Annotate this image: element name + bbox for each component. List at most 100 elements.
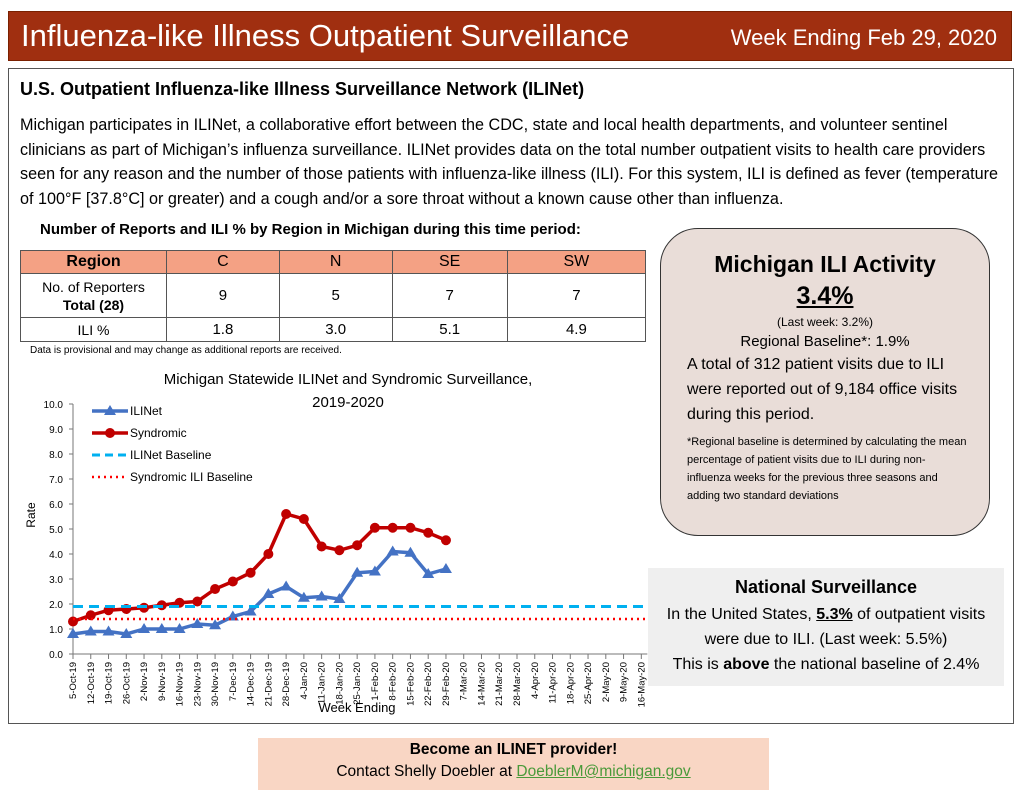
syndromic-point (245, 567, 256, 578)
syndromic-point (405, 522, 416, 533)
x-tick-label: 4-Apr-20 (530, 662, 541, 699)
x-tick-label: 5-Oct-19 (68, 662, 79, 699)
x-tick-label: 18-Apr-20 (565, 662, 576, 704)
email-link[interactable]: DoeblerM@michigan.gov (516, 763, 691, 780)
syndromic-point (281, 509, 292, 519)
reporters-text: No. of Reporters (42, 278, 145, 295)
y-tick-label: 5.0 (49, 525, 63, 536)
x-tick-label: 11-Apr-20 (548, 662, 559, 704)
y-tick-label: 3.0 (49, 575, 63, 586)
cell: 7 (391, 273, 508, 318)
provisional-note: Data is provisional and may change as ad… (30, 345, 342, 356)
syndromic-point (369, 522, 380, 533)
x-tick-label: 16-Nov-19 (175, 662, 186, 706)
ilinet-point (333, 593, 346, 603)
main-panel (8, 68, 1014, 724)
national-title: National Surveillance (734, 577, 918, 597)
national-box: National Surveillance In the United Stat… (648, 568, 1004, 686)
footer-contact: Contact Shelly Doebler at DoeblerM@michi… (258, 763, 769, 781)
syndromic-point (210, 584, 221, 594)
x-tick-label: 4-Jan-20 (299, 662, 310, 700)
section-title: U.S. Outpatient Influenza-like Illness S… (20, 79, 585, 99)
ilinet-point (173, 623, 186, 633)
legend-label: Syndromic (130, 426, 187, 440)
ilinet-point (422, 568, 435, 578)
ilinet-point (280, 580, 293, 591)
syndromic-point (68, 616, 78, 627)
x-tick-label: 16-May-20 (636, 662, 647, 707)
total-text: Total (28) (62, 296, 125, 313)
ilinet-point (138, 623, 151, 633)
x-tick-label: 14-Dec-19 (246, 662, 257, 706)
michigan-activity-box: Michigan ILI Activity 3.4% (Last week: 3… (660, 228, 990, 536)
ilinet-point (386, 545, 399, 556)
x-tick-label: 30-Nov-19 (210, 662, 221, 706)
syndromic-point (440, 535, 451, 546)
table-row: ILI % 1.8 3.0 5.1 4.9 (20, 317, 647, 342)
ilinet-point (120, 628, 133, 638)
contact-text: Contact Shelly Doebler at (336, 763, 517, 780)
x-tick-label: 22-Feb-20 (423, 662, 434, 706)
x-tick-label: 26-Oct-19 (121, 662, 132, 704)
y-tick-label: 10.0 (44, 400, 64, 411)
x-tick-label: 18-Jan-20 (334, 662, 345, 705)
x-tick-label: 15-Feb-20 (405, 662, 416, 706)
y-tick-label: 8.0 (49, 450, 63, 461)
cell: 7 (506, 273, 647, 318)
syndromic-point (334, 545, 345, 556)
ilinet-point (102, 625, 115, 636)
x-tick-label: 25-Jan-20 (352, 662, 363, 705)
baseline-footnote: *Regional baseline is determined by calc… (687, 436, 967, 502)
x-tick-label: 28-Mar-20 (512, 662, 523, 706)
syndromic-point (298, 514, 309, 524)
ilinet-point (244, 605, 257, 616)
x-tick-label: 2-Nov-19 (139, 662, 150, 701)
x-tick-label: 25-Apr-20 (583, 662, 594, 704)
page-title: Influenza-like Illness Outpatient Survei… (21, 18, 630, 53)
ilinet-point (262, 588, 275, 598)
ilinet-point (439, 563, 452, 573)
y-tick-label: 0.0 (49, 650, 63, 661)
regional-baseline: Regional Baseline*: 1.9% (740, 333, 910, 350)
national-post: of outpatient visits were due to ILI. (L… (704, 606, 986, 648)
ilinet-point (155, 623, 168, 633)
syndromic-point (352, 540, 363, 551)
x-tick-label: 9-May-20 (619, 662, 630, 702)
national-line2: This is (672, 656, 724, 673)
cell: 3.0 (278, 317, 393, 342)
syndromic-point (423, 527, 434, 538)
activity-value: 3.4% (796, 282, 854, 310)
y-tick-label: 6.0 (49, 500, 63, 511)
ilinet-point (209, 619, 222, 630)
legend-marker (105, 428, 115, 438)
table-header-row: Region C N SE SW (20, 250, 647, 274)
intro-text: Michigan participates in ILINet, a colla… (20, 116, 999, 208)
ilinet-point (351, 566, 364, 577)
national-line2-post: the national baseline of 2.4% (769, 656, 980, 673)
syndromic-point (85, 610, 96, 621)
visits-text: A total of 312 patient visits due to ILI… (687, 356, 958, 423)
syndromic-point (263, 549, 274, 559)
x-axis-label: Week Ending (318, 700, 395, 715)
series-line-syndromic (72, 511, 447, 624)
week-ending: Week Ending Feb 29, 2020 (730, 25, 997, 50)
y-tick-label: 7.0 (49, 475, 63, 486)
legend-marker (104, 405, 116, 415)
provider-footer: Become an ILINET provider! Contact Shell… (258, 738, 769, 790)
x-tick-label: 28-Dec-19 (281, 662, 292, 706)
y-tick-label: 4.0 (49, 550, 63, 561)
chart-subtitle: 2019-2020 (312, 394, 384, 411)
ilinet-point (84, 625, 97, 636)
x-tick-label: 19-Oct-19 (104, 662, 115, 704)
ilinet-point (297, 591, 310, 602)
region-table: Region C N SE SW No. of Reporters Total (… (20, 250, 647, 342)
ilinet-point (404, 546, 417, 557)
national-value: 5.3% (816, 606, 853, 623)
table-title: Number of Reports and ILI % by Region in… (40, 221, 581, 238)
reporters-label: No. of Reporters Total (28) (20, 273, 167, 318)
x-tick-label: 7-Dec-19 (228, 662, 239, 701)
ilinet-point (315, 590, 328, 601)
x-tick-label: 1-Feb-20 (370, 662, 381, 701)
ilinet-point (67, 628, 79, 638)
